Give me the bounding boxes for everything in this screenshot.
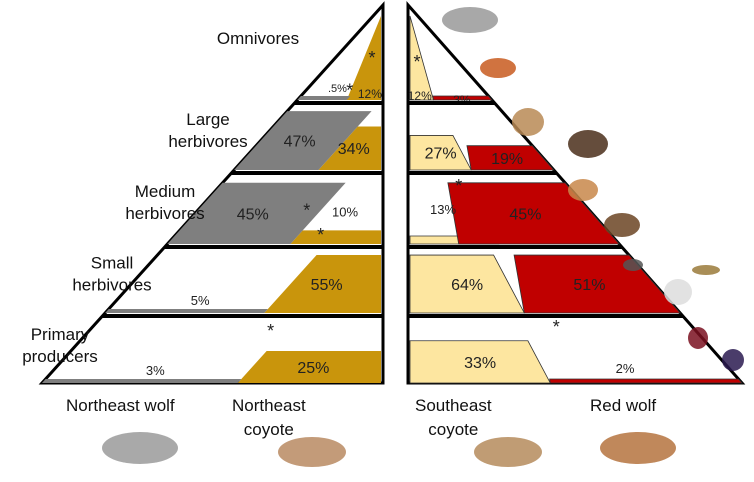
northeast-coyote-bar <box>264 255 381 313</box>
red-wolf-value: 19% <box>491 151 523 168</box>
label-line: Northeast <box>232 396 306 415</box>
red-wolf-value: 45% <box>509 206 541 223</box>
northeast-coyote-bar <box>290 230 381 244</box>
robin-icon <box>480 58 516 78</box>
northeast-coyote-value: 10% <box>332 204 358 219</box>
rabbit-icon <box>664 279 692 305</box>
tier-label: herbivores <box>125 204 204 223</box>
tier-label: Small <box>91 254 134 273</box>
red-wolf-value: 51% <box>573 277 605 294</box>
tier-label: herbivores <box>72 276 151 295</box>
se-coyote-icon <box>474 437 542 467</box>
asterisk: * <box>303 200 310 220</box>
tier-label: Omnivores <box>217 29 299 48</box>
tier-label: herbivores <box>168 132 247 151</box>
tier-label: Medium <box>135 182 195 201</box>
asterisk: * <box>346 80 353 100</box>
plum-icon <box>688 327 708 349</box>
northeast-wolf-bar <box>167 182 346 244</box>
northeast-coyote-value: 34% <box>338 141 370 158</box>
tier-label: Large <box>186 110 229 129</box>
moose-icon <box>568 130 608 158</box>
northeast-wolf-bar <box>297 96 351 100</box>
red-wolf-icon <box>600 432 676 464</box>
southeast-coyote-value: 27% <box>425 146 457 163</box>
northeast-coyote-value: 55% <box>311 277 343 294</box>
northeast-wolf-bar <box>105 309 268 313</box>
southeast-coyote-value: 33% <box>464 355 496 372</box>
label-line: coyote <box>243 420 294 439</box>
tier-label: producers <box>22 347 98 366</box>
southeast-coyote-bar <box>409 254 525 314</box>
northeast-wolf-value: .5% <box>328 83 347 95</box>
blackberry-icon <box>722 349 744 371</box>
asterisk: * <box>455 176 462 196</box>
southeast-coyote-value: 12% <box>408 89 432 103</box>
red-wolf-bar <box>432 95 493 101</box>
label-line: Southeast <box>415 396 492 415</box>
label-southeast-coyote: Southeast coyote <box>415 394 492 442</box>
northeast-wolf-bar <box>234 111 372 170</box>
asterisk: * <box>267 321 274 341</box>
asterisk: * <box>553 317 560 337</box>
beaver-icon <box>604 213 640 237</box>
southeast-coyote-bar <box>409 135 472 171</box>
southeast-coyote-value: 64% <box>451 277 483 294</box>
southeast-coyote-bar <box>409 340 551 384</box>
gray-wolf-icon <box>102 432 178 464</box>
label-line: coyote <box>428 420 479 439</box>
label-red-wolf: Red wolf <box>590 396 657 415</box>
northeast-coyote-bar <box>346 16 381 100</box>
northeast-wolf-value: 3% <box>146 363 165 378</box>
asterisk: * <box>413 52 420 72</box>
ne-coyote-icon <box>278 437 346 467</box>
label-northeast-wolf: Northeast wolf <box>66 396 175 415</box>
northeast-wolf-value: 47% <box>284 134 316 151</box>
asterisk: * <box>368 48 375 68</box>
red-wolf-value: 2% <box>616 361 635 376</box>
mouse-icon <box>623 259 643 271</box>
fawn-icon <box>568 179 598 201</box>
red-wolf-bar <box>466 145 555 171</box>
label-northeast-coyote: Northeast coyote <box>232 394 306 442</box>
tier-label: Primary <box>31 325 90 344</box>
raccoon-icon <box>442 7 498 33</box>
northeast-coyote-value: 25% <box>297 360 329 377</box>
northeast-coyote-bar <box>237 351 381 383</box>
deer-icon <box>512 108 544 136</box>
northeast-wolf-value: 5% <box>191 293 210 308</box>
asterisk: * <box>317 225 324 245</box>
southeast-coyote-bar <box>409 15 435 101</box>
northeast-wolf-bar <box>42 379 242 383</box>
grasshopper-icon <box>692 265 720 275</box>
northeast-wolf-value: 45% <box>237 206 269 223</box>
southeast-coyote-value: 13% <box>430 202 456 217</box>
northeast-coyote-value: 12% <box>358 87 382 101</box>
northeast-coyote-bar <box>318 126 381 170</box>
red-wolf-bar <box>549 378 743 384</box>
